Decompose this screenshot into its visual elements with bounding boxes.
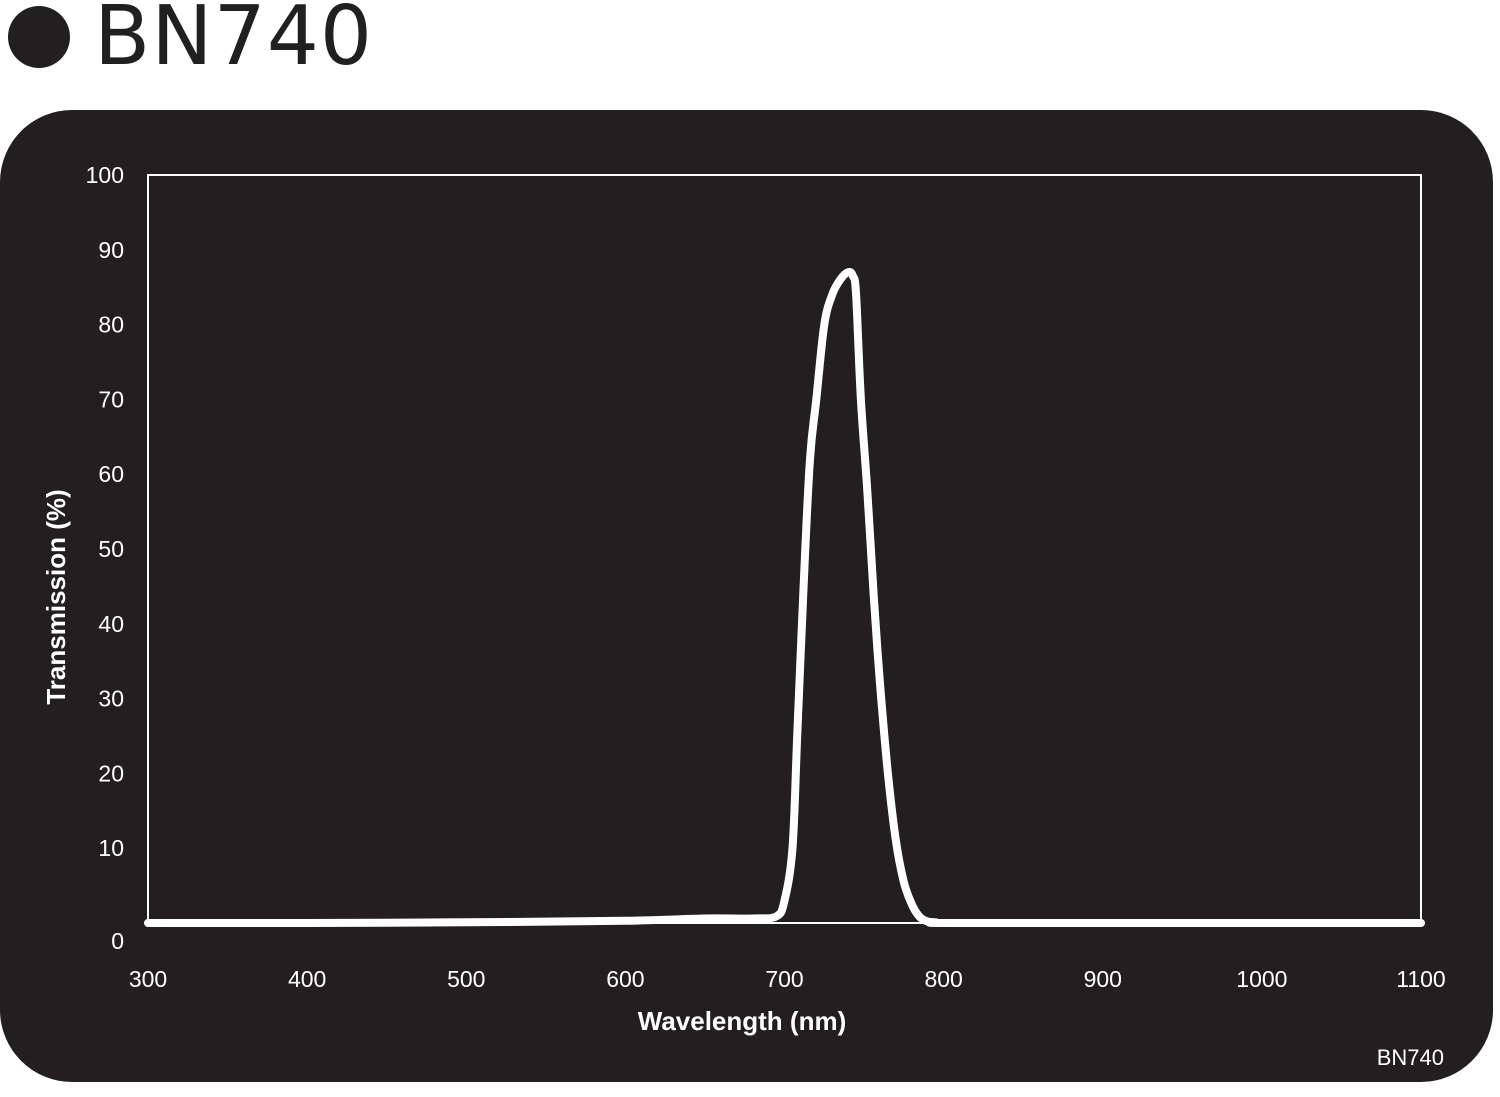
y-tick-label: 100 <box>86 162 124 188</box>
x-tick-label: 900 <box>1084 966 1122 992</box>
x-tick-labels: 300 400 500 600 700 800 900 1000 1100 <box>129 966 1446 992</box>
y-axis-title: Transmission (%) <box>41 489 71 704</box>
x-tick-label: 800 <box>924 966 962 992</box>
page-title: BN740 <box>94 0 374 84</box>
y-tick-label: 80 <box>98 312 124 338</box>
x-tick-label: 700 <box>765 966 803 992</box>
plot-frame <box>147 174 1422 924</box>
y-tick-label: 50 <box>98 536 124 562</box>
x-tick-label: 600 <box>606 966 644 992</box>
y-tick-label: 30 <box>98 686 124 712</box>
y-tick-label: 20 <box>98 760 124 786</box>
x-axis-title: Wavelength (nm) <box>638 1006 846 1036</box>
y-tick-label: 70 <box>98 386 124 412</box>
y-tick-label: 60 <box>98 461 124 487</box>
corner-label: BN740 <box>1377 1045 1444 1070</box>
y-tick-label: 0 <box>111 928 124 954</box>
y-tick-label: 40 <box>98 611 124 637</box>
x-tick-label: 1000 <box>1236 966 1287 992</box>
y-tick-label: 90 <box>98 237 124 263</box>
transmission-curve <box>144 268 1425 928</box>
x-tick-label: 1100 <box>1396 966 1445 992</box>
series-group <box>144 268 1425 928</box>
x-tick-label: 300 <box>129 966 167 992</box>
x-tick-label: 500 <box>447 966 485 992</box>
x-tick-label: 400 <box>288 966 326 992</box>
bullet-icon <box>8 6 70 68</box>
y-tick-labels: 0 10 20 30 40 50 60 70 80 90 100 <box>86 162 124 954</box>
header: BN740 <box>0 0 1500 100</box>
y-tick-label: 10 <box>98 835 124 861</box>
